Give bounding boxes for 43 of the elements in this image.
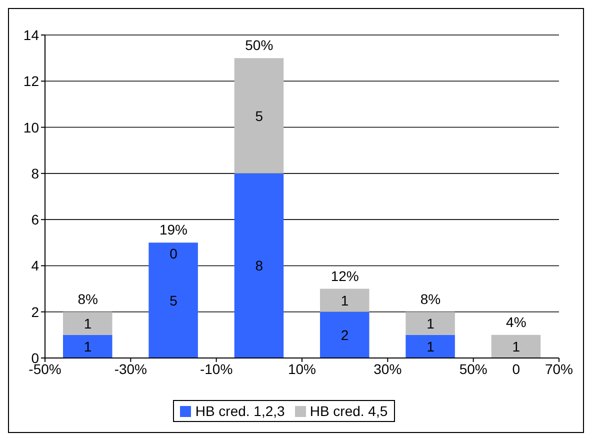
data-label: 1 — [84, 315, 92, 332]
data-label: 8 — [255, 258, 264, 274]
annotation: 50% — [245, 37, 274, 54]
data-label: 1 — [426, 338, 435, 354]
y-tick-label: 4 — [31, 258, 40, 274]
bar — [234, 173, 284, 358]
annotation: 19% — [159, 222, 188, 238]
bar — [491, 334, 541, 358]
y-tick-label: 6 — [31, 212, 40, 228]
bar — [148, 242, 198, 358]
data-label: 1 — [426, 315, 435, 332]
bar — [320, 312, 370, 358]
annotation: 12% — [330, 268, 359, 284]
y-tick-label: 8 — [31, 165, 40, 182]
legend-label: HB cred. 4,5 — [308, 403, 388, 419]
data-label: 1 — [512, 338, 520, 354]
y-tick-label: 12 — [23, 73, 40, 90]
data-label: 1 — [340, 292, 349, 308]
data-label: 5 — [170, 292, 178, 308]
data-label: 0 — [170, 246, 178, 262]
bar — [234, 58, 284, 174]
y-tick-label: 2 — [31, 304, 40, 320]
y-tick-label: 10 — [23, 119, 40, 136]
x-tick-label: 50% — [459, 360, 488, 377]
data-label: 0 — [512, 361, 520, 377]
bar — [63, 334, 112, 358]
data-label: 5 — [255, 108, 264, 124]
annotation: 8% — [420, 290, 441, 307]
bar — [320, 288, 370, 312]
x-tick-label: 30% — [374, 360, 402, 377]
bar — [406, 312, 455, 335]
x-tick-label: 70% — [544, 360, 574, 377]
annotation: 4% — [506, 314, 526, 330]
bar — [406, 334, 455, 358]
data-label: 1 — [84, 338, 92, 354]
x-tick-label: 10% — [288, 360, 316, 377]
y-tick-label: 14 — [23, 26, 40, 43]
legend-label: HB cred. 1,2,3 — [194, 403, 285, 419]
x-tick-label: -10% — [200, 360, 233, 377]
data-label: 2 — [340, 326, 349, 343]
x-tick-label: -30% — [114, 360, 148, 377]
annotation: 8% — [78, 290, 98, 307]
bar — [63, 312, 112, 335]
